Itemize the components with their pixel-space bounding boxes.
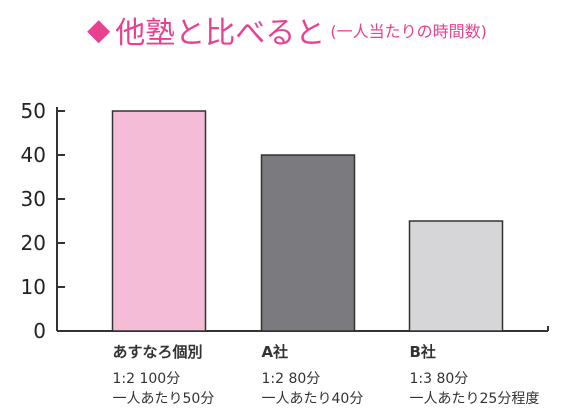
category-annotation: 一人あたり25分程度 — [410, 391, 540, 407]
category-label: A社 — [262, 343, 289, 361]
bar-3 — [408, 220, 504, 332]
diamond-icon: ◆ — [87, 12, 111, 48]
category-label: あすなろ個別 — [113, 343, 203, 361]
category-annotation: 一人あたり50分 — [113, 391, 215, 407]
chart-title-sub: (一人当たりの時間数) — [330, 22, 487, 41]
y-tick-label: 20 — [21, 231, 46, 255]
category-annotation: 1:3 80分 — [410, 371, 469, 387]
y-tick-label: 40 — [21, 143, 46, 167]
chart-title: ◆ 他塾と比べると (一人当たりの時間数) — [0, 8, 574, 52]
bar-1 — [111, 110, 207, 332]
y-tick-label: 0 — [33, 319, 46, 343]
category-label: B社 — [410, 343, 436, 361]
category-annotation: 1:2 100分 — [113, 371, 181, 387]
y-tick-label: 10 — [21, 275, 46, 299]
y-tick-label: 50 — [21, 99, 46, 123]
chart-title-main: 他塾と比べると — [115, 16, 326, 51]
category-annotation: 一人あたり40分 — [262, 391, 364, 407]
bar-2 — [260, 154, 356, 332]
y-tick-label: 30 — [21, 187, 46, 211]
category-annotation: 1:2 80分 — [262, 371, 321, 387]
